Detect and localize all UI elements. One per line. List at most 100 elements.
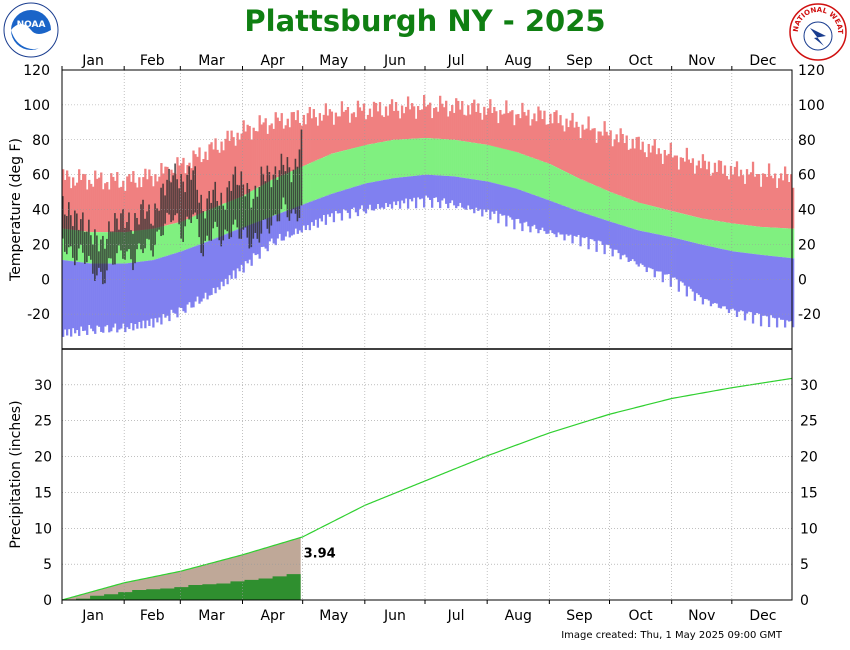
observed-day-bar [64, 214, 66, 252]
normal-range-bar [390, 140, 394, 179]
record-high-bar [789, 174, 793, 229]
normal-range-bar [348, 149, 352, 189]
observed-day-bar [232, 174, 235, 225]
normal-range-bar [146, 229, 149, 261]
normal-range-bar [679, 213, 682, 240]
normal-range-bar [643, 204, 646, 232]
record-high-bar [384, 106, 388, 142]
record-high-bar [138, 177, 141, 231]
record-high-bar [360, 110, 364, 147]
normal-range-bar [396, 139, 400, 178]
normal-range-bar [364, 144, 368, 184]
normal-range-bar [671, 211, 674, 238]
normal-range-bar [499, 147, 502, 185]
record-low-bar [681, 239, 684, 283]
record-low-bar [318, 198, 322, 219]
record-low-bar [322, 196, 326, 216]
record-high-bar [643, 152, 646, 205]
record-low-bar [366, 182, 370, 209]
record-high-bar [260, 124, 263, 186]
record-high-bar [433, 108, 436, 139]
normal-range-bar [250, 191, 253, 224]
normal-range-bar [521, 154, 524, 191]
normal-range-bar [551, 165, 554, 202]
record-high-bar [230, 130, 233, 201]
record-low-bar [585, 213, 588, 238]
precip-tick-label-left: 10 [34, 521, 52, 537]
record-low-bar [561, 205, 564, 235]
record-high-bar [677, 169, 680, 213]
record-low-bar [378, 180, 382, 209]
record-high-bar [627, 149, 630, 199]
record-high-bar [655, 154, 658, 208]
normal-range-bar [675, 212, 678, 239]
record-low-bar [270, 216, 273, 239]
record-high-bar [657, 148, 660, 208]
record-low-bar [104, 263, 107, 327]
noaa-logo-text: NOAA [17, 20, 46, 30]
record-high-bar [659, 153, 662, 209]
record-low-bar [402, 177, 406, 204]
record-low-bar [326, 195, 330, 215]
observed-day-bar [130, 230, 132, 260]
record-high-bar [294, 120, 297, 170]
normal-range-bar [539, 160, 542, 198]
record-high-bar [679, 157, 682, 214]
record-high-bar [310, 118, 313, 163]
record-low-bar [406, 176, 410, 209]
nws-logo: NATIONAL WEATHER SERVICE [785, 0, 848, 62]
record-low-bar [565, 206, 568, 235]
record-low-bar [781, 257, 785, 320]
record-low-bar [334, 192, 338, 211]
record-high-bar [148, 169, 151, 230]
record-high-bar [214, 138, 217, 208]
record-low-bar [280, 212, 283, 241]
normal-range-bar [583, 180, 586, 214]
normal-range-bar [659, 208, 662, 235]
record-high-bar [723, 165, 727, 223]
observed-day-bar [174, 163, 176, 216]
record-high-bar [262, 122, 265, 185]
normal-range-bar [427, 138, 430, 175]
record-high-bar [244, 131, 247, 195]
record-high-bar [617, 142, 620, 196]
record-high-bar [441, 103, 444, 140]
record-low-bar [489, 182, 492, 220]
normal-range-bar [362, 145, 366, 184]
normal-range-bar [639, 203, 642, 231]
record-low-bar [655, 234, 658, 272]
record-high-bar [487, 108, 490, 145]
record-high-bar [751, 161, 755, 226]
normal-range-bar [158, 227, 161, 259]
observed-day-bar [272, 174, 275, 216]
observed-day-bar [216, 200, 219, 227]
record-high-bar [581, 124, 584, 180]
normal-range-bar [314, 160, 317, 200]
record-high-bar [749, 172, 753, 226]
normal-range-bar [380, 141, 384, 181]
observed-day-bar [136, 217, 138, 250]
observed-day-bar [178, 188, 180, 225]
record-high-bar [226, 130, 229, 203]
normal-range-bar [483, 144, 486, 181]
normal-range-bar [729, 223, 733, 251]
record-high-bar [250, 139, 253, 192]
record-low-bar [352, 187, 356, 208]
record-high-bar [443, 107, 446, 140]
normal-range-bar [759, 226, 763, 255]
observed-day-bar [194, 166, 196, 213]
record-high-bar [302, 114, 305, 166]
record-high-bar [715, 171, 719, 221]
record-high-bar [316, 125, 319, 160]
record-low-bar [553, 202, 556, 235]
record-high-bar [525, 115, 528, 156]
record-low-bar [310, 201, 313, 223]
normal-range-bar [703, 218, 707, 246]
record-low-bar [112, 263, 115, 328]
normal-range-bar [424, 138, 428, 175]
normal-range-bar [447, 139, 450, 176]
normal-range-bar [376, 142, 380, 182]
normal-range-bar [479, 143, 482, 181]
observed-day-bar [122, 209, 124, 259]
record-low-bar [274, 214, 277, 246]
